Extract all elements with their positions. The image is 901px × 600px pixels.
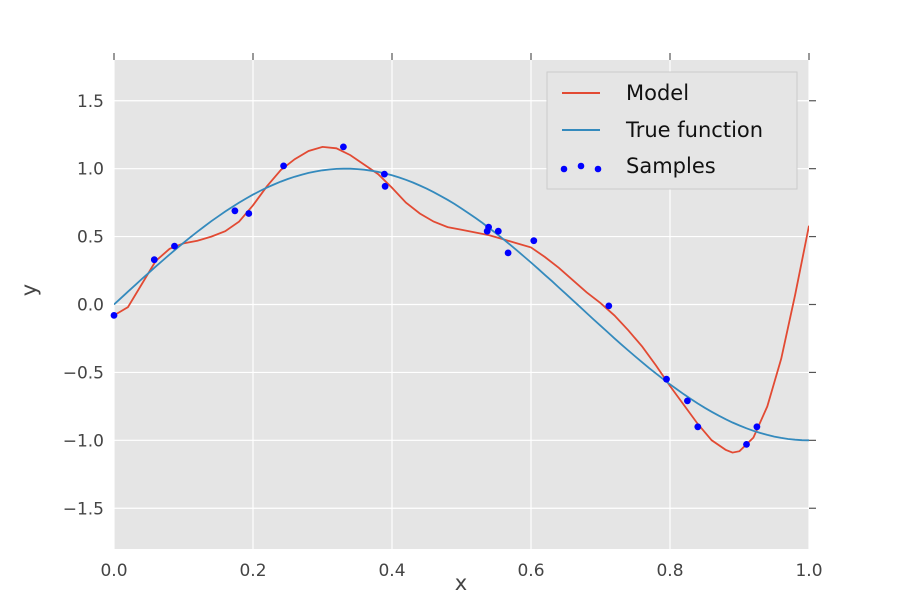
sample-point xyxy=(231,207,239,215)
x-tick-label: 0.6 xyxy=(517,561,544,581)
y-axis-label: y xyxy=(17,284,41,296)
y-tick-label: 0.0 xyxy=(77,296,104,316)
sample-point xyxy=(280,162,287,170)
y-tick-label: 1.0 xyxy=(77,160,104,180)
legend-swatch-samples-dot xyxy=(594,165,602,173)
sample-point xyxy=(494,227,502,235)
series-line-model xyxy=(114,145,809,454)
legend-label-true-function: True function xyxy=(625,118,763,142)
sample-point xyxy=(605,302,613,310)
sample-point xyxy=(684,397,691,405)
sample-point xyxy=(245,210,253,217)
sample-point xyxy=(381,182,389,190)
y-tick-labels: −1.5 −1.0 −0.5 0.0 0.5 1.0 1.5 xyxy=(63,92,104,520)
x-tick-label: 0.2 xyxy=(239,561,266,581)
sample-point xyxy=(753,423,761,431)
legend-swatch-samples-dot xyxy=(560,165,568,173)
tick-marks xyxy=(113,53,816,509)
sample-point xyxy=(171,242,178,250)
sample-point xyxy=(530,237,538,245)
sample-point xyxy=(485,223,492,231)
x-tick-label: 1.0 xyxy=(795,561,822,581)
legend-label-model: Model xyxy=(626,81,689,105)
sample-point xyxy=(694,423,702,431)
legend-label-samples: Samples xyxy=(626,154,716,178)
y-tick-label: 1.5 xyxy=(77,92,104,112)
legend-swatch-samples-dot xyxy=(577,162,585,170)
sample-point xyxy=(743,441,750,448)
sample-point xyxy=(340,143,347,151)
series-line-true-function xyxy=(114,167,809,442)
x-axis-label: x xyxy=(455,571,467,595)
sample-point xyxy=(663,375,670,383)
y-tick-label: −1.5 xyxy=(63,499,104,519)
y-tick-label: −1.0 xyxy=(63,431,104,451)
plot-area xyxy=(110,143,809,454)
grid xyxy=(113,60,810,549)
sample-point xyxy=(110,312,118,319)
x-tick-label: 0.8 xyxy=(656,561,683,581)
y-tick-label: 0.5 xyxy=(77,228,104,248)
y-tick-label: −0.5 xyxy=(63,363,104,383)
sample-point xyxy=(150,256,158,264)
x-tick-label: 0.4 xyxy=(378,561,405,581)
sample-point xyxy=(504,249,512,257)
sample-point xyxy=(381,170,388,178)
x-tick-label: 0.0 xyxy=(100,561,127,581)
legend: Model True function Samples xyxy=(546,71,798,190)
x-tick-labels: 0.0 0.2 0.4 0.6 0.8 1.0 xyxy=(100,561,822,581)
